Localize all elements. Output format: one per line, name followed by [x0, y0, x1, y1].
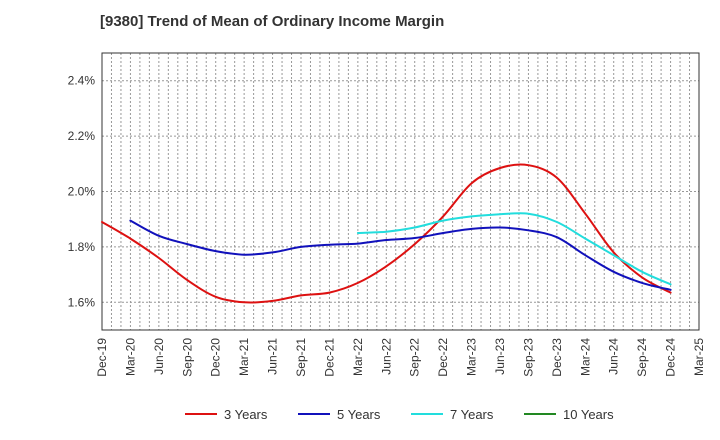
x-tick-label: Mar-22: [351, 338, 365, 376]
x-tick-label: Dec-23: [550, 338, 564, 377]
y-tick-label: 1.8%: [68, 240, 96, 254]
x-tick-label: Mar-24: [578, 338, 592, 376]
x-tick-label: Mar-25: [692, 338, 706, 376]
x-tick-label: Dec-22: [436, 338, 450, 377]
x-tick-label: Sep-21: [294, 338, 308, 377]
x-tick-label: Sep-22: [408, 338, 422, 377]
series-line-7-years: [356, 212, 672, 286]
legend-label-10-years: 10 Years: [563, 407, 614, 422]
x-tick-label: Mar-20: [123, 338, 137, 376]
x-tick-label: Sep-23: [521, 338, 535, 377]
y-tick-label: 1.6%: [68, 295, 96, 309]
legend-label-5-years: 5 Years: [337, 407, 381, 422]
x-tick-label: Jun-23: [493, 338, 507, 375]
series-line-3-years: [101, 163, 672, 304]
legend: 3 Years 5 Years 7 Years 10 Years: [185, 407, 614, 422]
x-tick-label: Mar-23: [465, 338, 479, 376]
x-tick-label: Dec-19: [95, 338, 109, 377]
plot-area: [101, 52, 700, 331]
chart-title: [9380] Trend of Mean of Ordinary Income …: [100, 13, 445, 30]
legend-label-7-years: 7 Years: [450, 407, 494, 422]
x-tick-label: Dec-21: [322, 338, 336, 377]
y-tick-label: 2.0%: [68, 185, 96, 199]
y-tick-label: 2.2%: [68, 129, 96, 143]
series-line-5-years: [129, 219, 672, 291]
x-tick-label: Jun-22: [379, 338, 393, 375]
x-tick-label: Jun-20: [152, 338, 166, 375]
x-tick-label: Dec-20: [209, 338, 223, 377]
y-tick-label: 2.4%: [68, 74, 96, 88]
grid: [102, 53, 699, 330]
x-tick-label: Mar-21: [237, 338, 251, 376]
x-tick-label: Jun-24: [607, 338, 621, 375]
series-lines: [101, 163, 672, 304]
x-tick-label: Sep-24: [635, 338, 649, 377]
x-tick-label: Dec-24: [664, 338, 678, 377]
x-tick-label: Sep-20: [180, 338, 194, 377]
x-tick-label: Jun-21: [266, 338, 280, 375]
axes: 1.6% 1.8% 2.0% 2.2% 2.4% Dec-19 Mar-20 Jun-20 Se…: [68, 74, 706, 377]
legend-label-3-years: 3 Years: [224, 407, 268, 422]
